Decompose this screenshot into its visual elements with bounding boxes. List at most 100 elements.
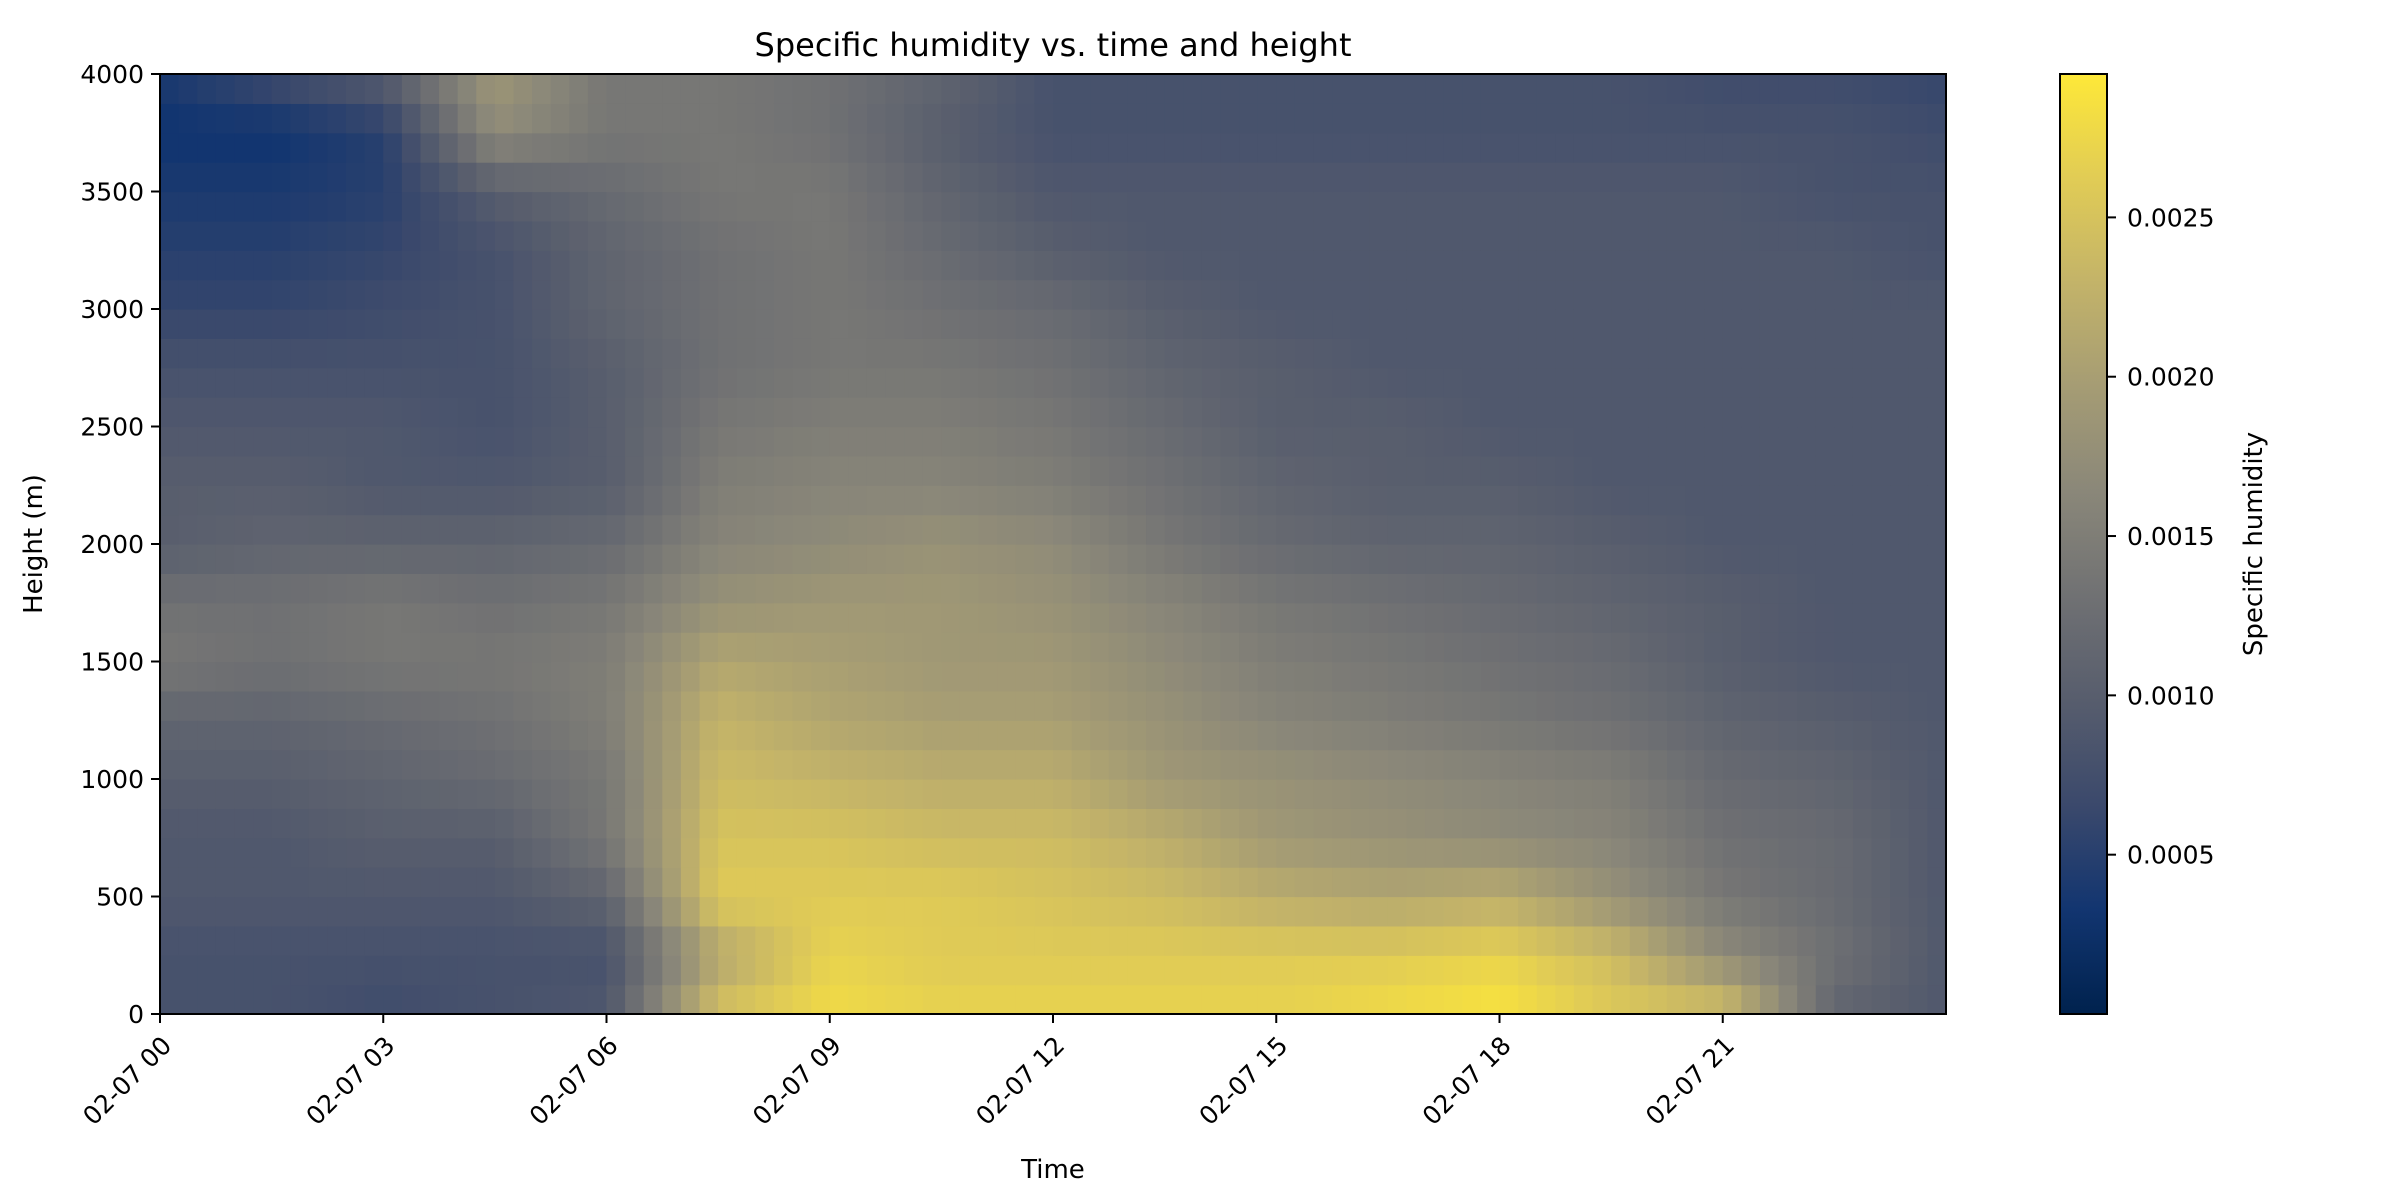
heatmap-cell (1220, 250, 1240, 281)
heatmap-cell (1611, 103, 1631, 134)
heatmap-cell (1239, 220, 1259, 251)
heatmap-cell (1276, 573, 1296, 604)
heatmap-cell (1629, 661, 1649, 692)
heatmap-cell (941, 720, 961, 751)
heatmap-cell (1573, 485, 1594, 516)
heatmap-cell (1573, 837, 1594, 868)
heatmap-cell (1871, 279, 1891, 310)
heatmap-cell (1201, 602, 1222, 633)
heatmap-cell (1890, 279, 1910, 310)
heatmap-cell (234, 544, 254, 574)
heatmap-cell (1425, 250, 1445, 281)
heatmap-cell (885, 984, 905, 1014)
heatmap-cell (625, 397, 645, 428)
heatmap-cell (1146, 632, 1166, 663)
heatmap-cell (1239, 779, 1259, 809)
heatmap-cell (1015, 132, 1035, 163)
heatmap-cell (1815, 925, 1835, 956)
heatmap-cell (959, 749, 980, 780)
heatmap-cell (904, 103, 924, 134)
heatmap-cell (569, 661, 589, 692)
heatmap-cell (885, 779, 905, 809)
heatmap-cell (215, 191, 236, 222)
heatmap-cell (327, 720, 347, 751)
heatmap-cell (1164, 338, 1184, 369)
heatmap-cell (625, 338, 645, 369)
heatmap-cell (271, 74, 291, 104)
heatmap-cell (1034, 455, 1054, 486)
heatmap-cell (1108, 632, 1129, 663)
heatmap-cell (1759, 250, 1780, 281)
heatmap-cell (1536, 220, 1556, 251)
heatmap-cell (1759, 955, 1780, 986)
heatmap-cell (1034, 485, 1054, 516)
heatmap-cell (1369, 661, 1389, 692)
heatmap-cell (327, 250, 347, 281)
heatmap-cell (1704, 984, 1724, 1014)
heatmap-cell (885, 309, 905, 339)
heatmap-cell (160, 279, 180, 310)
heatmap-cell (1592, 279, 1612, 310)
heatmap-cell (811, 573, 831, 604)
heatmap-cell (1722, 544, 1742, 574)
heatmap-cell (420, 573, 440, 604)
heatmap-cell (160, 397, 180, 428)
heatmap-cell (1183, 602, 1203, 633)
heatmap-cell (1443, 867, 1463, 898)
heatmap-cell (383, 573, 403, 604)
heatmap-cell (718, 749, 738, 780)
heatmap-cell (290, 984, 310, 1014)
heatmap-cell (1852, 338, 1873, 369)
heatmap-cell (978, 162, 998, 193)
heatmap-cell (1257, 779, 1277, 809)
heatmap-cell (290, 162, 310, 193)
heatmap-cell (1350, 837, 1370, 868)
heatmap-cell (941, 602, 961, 633)
heatmap-cell (439, 367, 459, 398)
heatmap-cell (308, 367, 329, 398)
heatmap-cell (1164, 632, 1184, 663)
heatmap-cell (197, 338, 217, 369)
heatmap-cell (1834, 867, 1854, 898)
heatmap-cell (1183, 720, 1203, 751)
heatmap-cell (1015, 279, 1035, 310)
heatmap-cell (1908, 397, 1928, 428)
heatmap-cell (1871, 132, 1891, 163)
heatmap-cell (718, 720, 738, 751)
heatmap-cell (1834, 103, 1854, 134)
heatmap-cell (1220, 397, 1240, 428)
heatmap-cell (1741, 103, 1761, 134)
heatmap-cell (569, 367, 589, 398)
heatmap-cell (587, 602, 608, 633)
heatmap-cell (866, 925, 887, 956)
heatmap-cell (1499, 602, 1519, 633)
heatmap-cell (997, 162, 1017, 193)
heatmap-cell (1350, 426, 1370, 457)
heatmap-cell (1127, 544, 1147, 574)
heatmap-cell (587, 808, 608, 839)
heatmap-cell (1573, 690, 1594, 721)
heatmap-cell (680, 544, 701, 574)
heatmap-cell (978, 279, 998, 310)
heatmap-cell (1890, 338, 1910, 369)
heatmap-cell (1722, 984, 1742, 1014)
heatmap-cell (606, 338, 626, 369)
heatmap-cell (1015, 984, 1035, 1014)
heatmap-cell (178, 220, 198, 251)
heatmap-cell (662, 309, 682, 339)
heatmap-cell (1871, 162, 1891, 193)
heatmap-cell (178, 250, 198, 281)
heatmap-cell (197, 191, 217, 222)
heatmap-cell (1555, 397, 1575, 428)
heatmap-cell (439, 690, 459, 721)
heatmap-cell (383, 250, 403, 281)
heatmap-cell (1778, 485, 1798, 516)
heatmap-cell (625, 514, 645, 545)
heatmap-cell (1629, 279, 1649, 310)
heatmap-cell (941, 250, 961, 281)
heatmap-cell (1425, 984, 1445, 1014)
heatmap-cell (736, 250, 756, 281)
heatmap-cell (1332, 573, 1352, 604)
heatmap-cell (271, 132, 291, 163)
heatmap-cell (532, 367, 552, 398)
